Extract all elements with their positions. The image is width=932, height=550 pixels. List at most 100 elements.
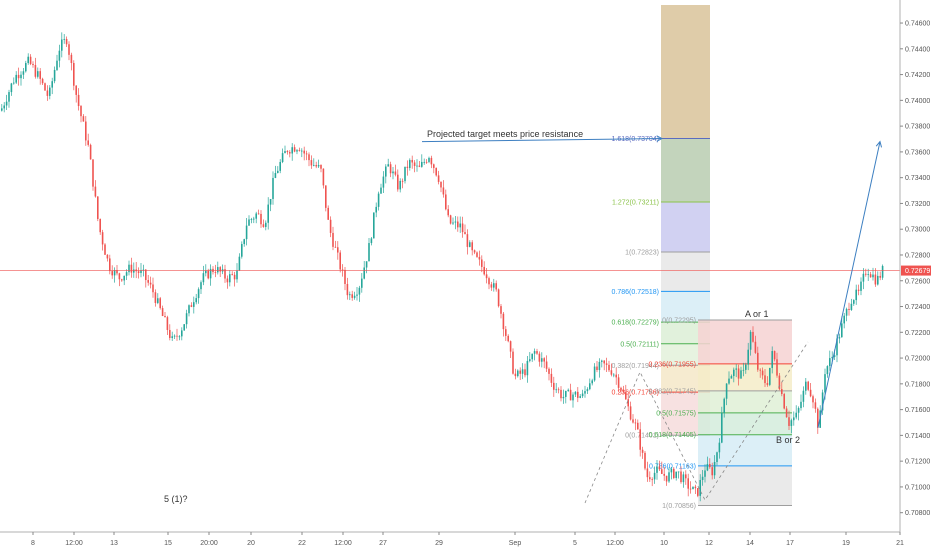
candle-body (401, 180, 404, 182)
candle-body (178, 336, 181, 338)
time-tick-label: 20 (247, 540, 255, 547)
candle-body (137, 271, 140, 274)
candle-body (541, 358, 543, 362)
price-tick-label: 0.70800 (905, 510, 930, 517)
candle-body (761, 370, 764, 376)
candle-body (440, 181, 442, 188)
candle-body (373, 212, 375, 239)
candle-body (685, 474, 687, 479)
wave-a-label[interactable]: A or 1 (745, 309, 769, 319)
projection-arrows[interactable] (421, 135, 883, 504)
candle-body (776, 359, 778, 376)
fib-small-level-label: 0.236(0.71955) (649, 361, 696, 368)
candle-body (1, 108, 3, 111)
candle-body (190, 305, 193, 307)
candle-body (637, 422, 639, 430)
time-tick-label: 12:00 (334, 540, 352, 547)
candle-body (869, 274, 872, 278)
candle-body (454, 221, 457, 223)
candle-body (169, 329, 171, 338)
candle-body (409, 159, 411, 168)
fib-large-zone (661, 322, 710, 344)
candle-body (3, 105, 5, 109)
candle-body (224, 269, 226, 279)
price-axis[interactable]: 0.74600 0.74400 0.74200 0.74000 0.73800 0.736… (899, 0, 930, 532)
projection-annotation[interactable]: Projected target meets price resistance (427, 129, 583, 139)
candle-body (202, 273, 205, 283)
candle-body (248, 219, 250, 226)
candle-body (238, 256, 241, 271)
candle-body (442, 187, 445, 195)
price-tick-label: 0.73000 (905, 227, 930, 234)
candle-body (747, 349, 749, 365)
candle-body (277, 170, 279, 173)
candle-body (385, 166, 387, 177)
time-tick-label: 21 (896, 540, 904, 547)
candle-body (857, 289, 860, 291)
candle-body (526, 360, 529, 376)
fib-large-level-label: 1.618(0.73704) (612, 136, 659, 143)
candle-body (56, 60, 58, 70)
candle-body (644, 452, 646, 469)
candle-body (632, 419, 634, 423)
candle-body (5, 101, 8, 106)
candle-body (358, 287, 361, 295)
candle-body (529, 359, 531, 361)
candle-body (598, 361, 601, 371)
candle-body (255, 213, 257, 219)
wave-5-label[interactable]: 5 (1)? (164, 494, 188, 504)
candle-body (46, 90, 49, 96)
candle-body (296, 150, 298, 152)
candle-body (363, 267, 365, 279)
candle-body (805, 381, 807, 391)
candle-body (171, 336, 173, 338)
candle-body (809, 389, 812, 397)
candle-body (87, 140, 89, 145)
candle-body (250, 219, 253, 220)
candle-body (730, 376, 733, 379)
candle-body (226, 278, 229, 283)
fib-large-level-label: 0.236(0.71736) (612, 390, 659, 397)
candle-body (293, 147, 296, 152)
candle-body (289, 152, 291, 154)
price-tick-label: 0.72200 (905, 330, 930, 337)
candle-body (389, 164, 392, 174)
candle-body (394, 171, 397, 175)
candle-body (430, 157, 433, 165)
candle-body (51, 81, 53, 88)
candle-body (505, 329, 507, 336)
candle-body (133, 269, 135, 273)
candle-body (445, 194, 447, 210)
projection-arrow-head (875, 140, 883, 148)
candle-body (428, 157, 430, 162)
candle-body (841, 323, 843, 338)
candle-body (764, 375, 766, 384)
candle-body (241, 244, 243, 257)
candle-body (337, 247, 339, 253)
wave-b-label[interactable]: B or 2 (776, 435, 800, 445)
candle-body (800, 401, 802, 409)
fib-retracement-large[interactable]: 1.618(0.73704) 1.272(0.73211) 1(0.72823) 0.… (612, 5, 710, 440)
candle-body (219, 267, 221, 272)
candle-body (687, 478, 689, 489)
candle-body (63, 38, 65, 40)
time-tick-label: 8 (31, 540, 35, 547)
candle-body (675, 471, 677, 478)
candle-body (329, 219, 332, 233)
candle-body (493, 283, 495, 288)
candle-body (754, 341, 757, 353)
candle-body (361, 278, 363, 288)
time-tick-label: 17 (786, 540, 794, 547)
time-tick-label: 12:00 (606, 540, 624, 547)
last-price-tag-bg (901, 265, 931, 276)
fib-large-zone (661, 138, 710, 203)
candle-body (557, 389, 560, 391)
candle-body (322, 168, 325, 186)
candle-body (694, 486, 697, 489)
time-axis[interactable]: 8 12:00 13 15 20:00 20 22 12:00 27 29 Sep 5 12:00 10 1… (0, 531, 904, 547)
candle-body (406, 166, 409, 168)
candle-body (197, 289, 200, 299)
candle-body (356, 294, 358, 296)
candle-body (562, 396, 565, 399)
